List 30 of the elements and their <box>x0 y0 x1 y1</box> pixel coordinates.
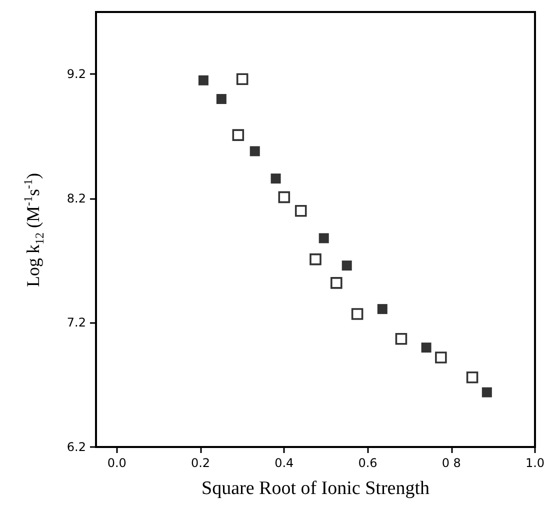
x-tick-label: 0.0 <box>107 456 126 470</box>
point <box>294 204 307 217</box>
point <box>250 146 260 156</box>
point <box>216 94 226 104</box>
x-tick-label: 0.4 <box>274 456 294 470</box>
point <box>330 277 342 289</box>
point <box>236 73 248 86</box>
x-tick-label: 1.0 <box>525 456 545 470</box>
point <box>421 342 432 353</box>
y-tick-label: 9.2 <box>66 67 86 82</box>
point <box>342 260 352 271</box>
point <box>278 191 290 204</box>
point <box>395 332 408 345</box>
point <box>351 308 364 320</box>
point <box>482 387 492 398</box>
x-axis-title: Square Root of Ionic Strength <box>202 478 430 499</box>
point <box>377 304 388 314</box>
x-tick-label: 0.6 <box>358 456 378 470</box>
x-tick-label: 0.2 <box>190 456 210 470</box>
point <box>198 75 208 86</box>
point <box>270 174 281 184</box>
point <box>435 352 447 364</box>
y-tick-label: 6.2 <box>66 440 86 454</box>
point <box>466 372 478 384</box>
y-tick-label: 7.2 <box>66 316 86 330</box>
point <box>318 233 329 244</box>
point <box>310 253 322 266</box>
y-tick-label: 8.2 <box>66 191 86 206</box>
x-tick-label: 0 8 <box>442 456 461 470</box>
point <box>232 129 244 141</box>
